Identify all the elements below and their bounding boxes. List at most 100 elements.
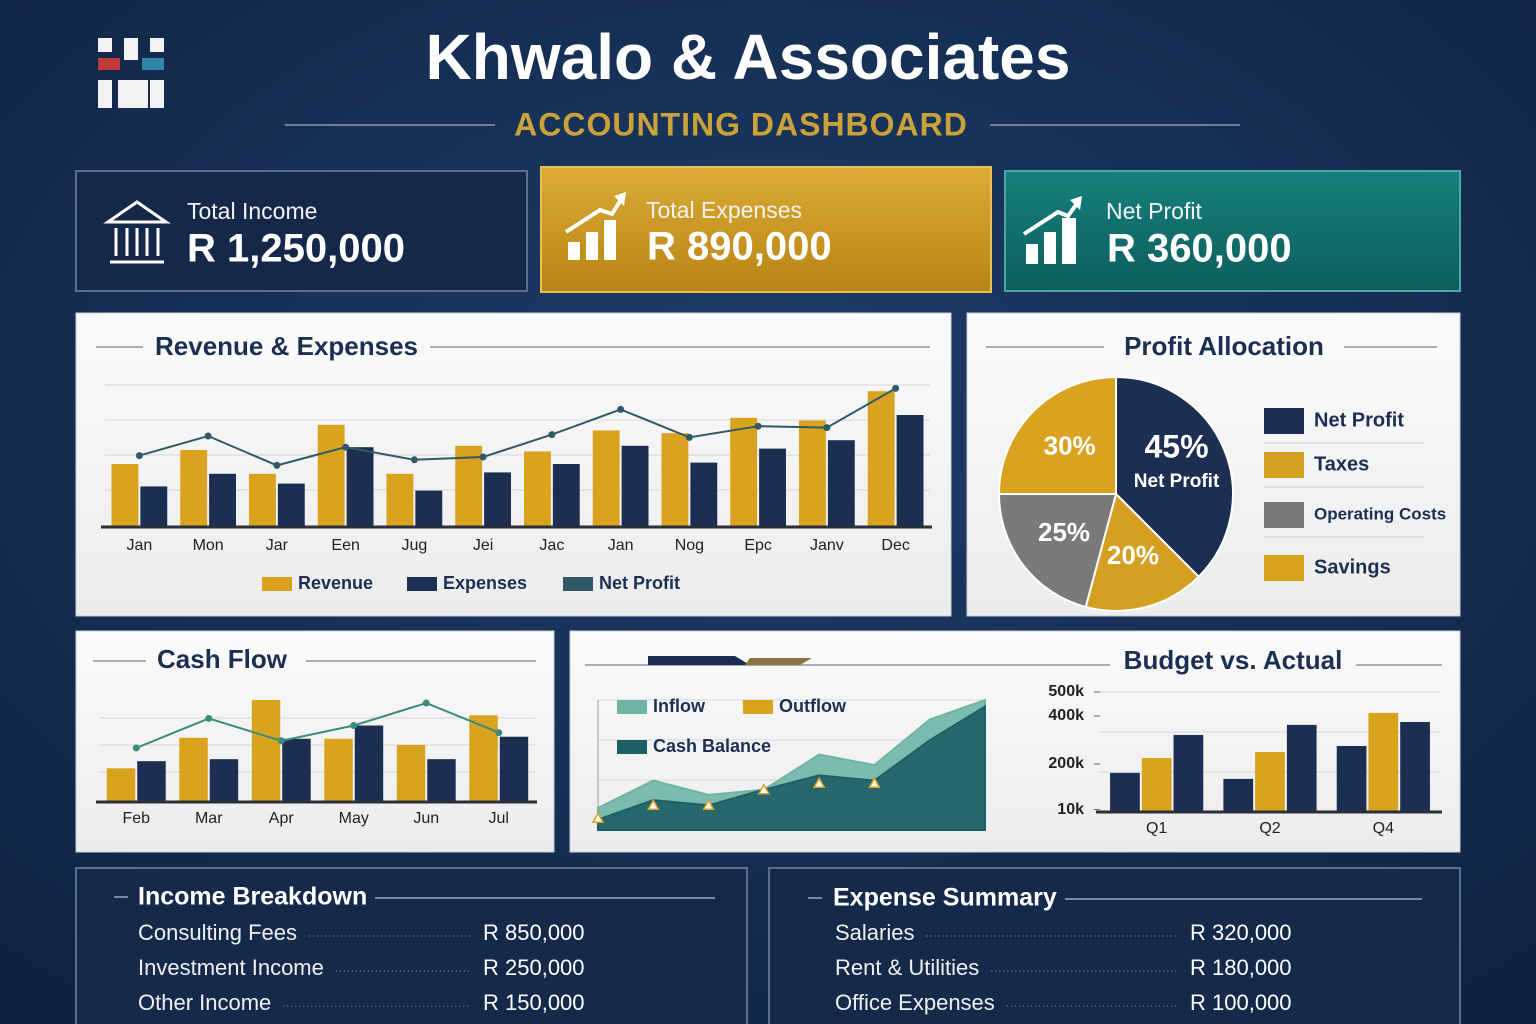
x-tick-label: Q1	[1146, 820, 1167, 837]
kpi-card	[1004, 170, 1461, 292]
bar	[427, 759, 456, 802]
title: Khwalo & Associates	[426, 21, 1071, 93]
table-title: Income Breakdown	[138, 883, 367, 911]
row-value: R 180,000	[1190, 955, 1292, 980]
x-tick-label: Een	[331, 537, 359, 554]
bar	[896, 415, 924, 527]
bar	[251, 700, 281, 802]
slice-label: 25%	[1038, 517, 1090, 547]
y-tick-label: 200k	[1048, 755, 1084, 772]
row-label: Consulting Fees	[138, 920, 297, 945]
legend-label: Savings	[1314, 556, 1391, 578]
bar	[1173, 734, 1204, 812]
y-tick-label: 500k	[1048, 683, 1084, 700]
bar	[282, 738, 311, 802]
kpi-label: Total Income	[187, 198, 317, 224]
x-tick-label: Jar	[266, 537, 289, 554]
bar	[324, 738, 353, 802]
bar	[386, 473, 414, 527]
kpi-value: R 890,000	[647, 225, 832, 269]
bar	[1368, 712, 1399, 812]
bar	[209, 759, 239, 802]
x-tick-label: Jul	[489, 810, 509, 827]
line-point	[410, 456, 418, 464]
bar	[140, 486, 168, 527]
line-point	[277, 737, 285, 745]
x-tick-label: Jan	[608, 537, 634, 554]
legend-swatch	[563, 577, 593, 591]
marker	[757, 783, 771, 795]
decoration	[648, 656, 750, 665]
marker	[812, 776, 826, 788]
table-panel	[768, 867, 1461, 1024]
line	[135, 702, 500, 749]
line-point	[479, 453, 487, 461]
bar	[524, 451, 551, 527]
slice-name: Net Profit	[1134, 471, 1220, 492]
row-label: Salaries	[835, 920, 914, 945]
line-point	[204, 432, 212, 440]
kpi-label: Net Profit	[1106, 198, 1202, 224]
row-value: R 320,000	[1190, 920, 1292, 945]
legend-label: Revenue	[298, 573, 373, 593]
legend-swatch	[1264, 502, 1304, 528]
y-tick-label: 10k	[1057, 801, 1084, 818]
marker	[868, 776, 881, 788]
bar	[137, 761, 166, 802]
marker	[647, 798, 660, 811]
bar	[277, 483, 305, 527]
marker	[591, 811, 605, 824]
slice-label: 20%	[1107, 540, 1159, 570]
row-value: R 150,000	[483, 990, 585, 1015]
slice-label: 45%	[1145, 428, 1209, 464]
bar	[799, 420, 826, 527]
legend-swatch	[262, 577, 292, 591]
legend-label: Net Profit	[599, 573, 680, 593]
row-label: Office Expenses	[835, 990, 995, 1015]
kpi-label: Total Expenses	[646, 197, 802, 223]
legend-swatch	[743, 700, 773, 714]
bar	[592, 430, 620, 527]
bar	[552, 464, 580, 527]
legend-label: Cash Balance	[653, 736, 771, 756]
legend-label: Outflow	[779, 696, 847, 716]
bar	[209, 473, 236, 527]
bar	[759, 448, 786, 527]
table-panel	[75, 867, 748, 1024]
x-tick-label: May	[339, 810, 369, 827]
line-point	[422, 699, 430, 707]
bar	[661, 433, 689, 527]
bar	[730, 417, 758, 527]
growth-icon	[1022, 196, 1082, 264]
bar	[469, 715, 498, 802]
row-label: Rent & Utilities	[835, 955, 979, 980]
bar	[484, 472, 511, 527]
x-tick-label: Jug	[401, 537, 427, 554]
bar	[1141, 758, 1172, 812]
bar	[180, 450, 208, 527]
panel-title: Cash Flow	[157, 644, 288, 674]
row-value: R 850,000	[483, 920, 585, 945]
legend-label: Taxes	[1314, 453, 1369, 475]
table-title: Expense Summary	[833, 884, 1057, 912]
bar	[354, 725, 384, 802]
logo	[98, 38, 164, 108]
legend-label: Operating Costs	[1314, 504, 1446, 523]
bar	[346, 447, 374, 527]
kpi-value: R 360,000	[1107, 227, 1292, 271]
x-tick-label: Janv	[810, 537, 844, 554]
x-tick-label: Apr	[269, 810, 295, 827]
line-point	[892, 384, 900, 392]
legend-swatch	[617, 740, 647, 754]
bar	[317, 424, 345, 527]
bar	[249, 473, 276, 527]
decoration	[745, 658, 812, 665]
y-tick-label: 400k	[1048, 707, 1084, 724]
legend-swatch	[617, 700, 647, 714]
line-point	[548, 431, 556, 439]
line-point	[350, 722, 358, 729]
x-tick-label: Dec	[881, 537, 909, 554]
legend-label: Expenses	[443, 573, 527, 593]
legend-label: Inflow	[653, 696, 706, 716]
